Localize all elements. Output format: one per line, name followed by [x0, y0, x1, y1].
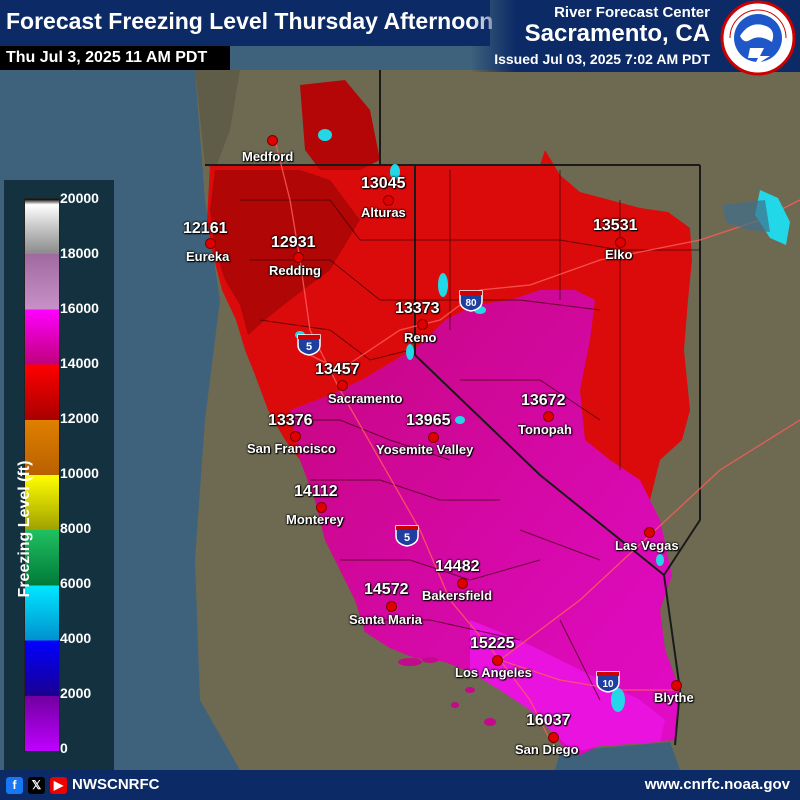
freezing-level-value: 12161 [183, 220, 228, 237]
city-dot [205, 238, 216, 249]
legend-tick: 2000 [60, 685, 92, 701]
legend-tick: 12000 [60, 410, 99, 426]
freezing-level-value: 13457 [315, 361, 360, 378]
legend-title: Freezing Level (ft) [16, 460, 33, 598]
city-name: Los Angeles [455, 665, 532, 680]
shield-number: 5 [306, 341, 312, 353]
channel-islands [398, 657, 496, 726]
city-name: San Diego [515, 742, 579, 757]
social-handle[interactable]: NWSCNRFC [72, 776, 160, 793]
city-dot [457, 578, 468, 589]
city-name: Tonopah [518, 422, 572, 437]
x-icon[interactable]: 𝕏 [28, 777, 45, 794]
freezing-level-value: 14112 [294, 483, 338, 500]
title-bar: Forecast Freezing Level Thursday Afterno… [0, 0, 494, 46]
footer: f 𝕏 ▶ NWSCNRFC www.cnrfc.noaa.gov [0, 770, 800, 800]
city-name: Santa Maria [349, 612, 422, 627]
freezing-level-value: 15225 [470, 635, 515, 652]
legend-tick: 10000 [60, 465, 99, 481]
dark-red-zone [210, 170, 360, 335]
city-name: Yosemite Valley [376, 442, 474, 457]
office-location: Sacramento, CA [524, 20, 710, 47]
state-borders [205, 70, 701, 746]
legend-tick: 0 [60, 740, 68, 756]
city-name: Sacramento [328, 391, 403, 406]
youtube-icon[interactable]: ▶ [50, 777, 67, 794]
freezing-level-value: 13376 [268, 412, 313, 429]
interstate-80-shield-icon: 80 [459, 290, 483, 312]
city-name: Redding [269, 263, 321, 278]
freezing-level-value: 13672 [521, 392, 566, 409]
shield-number: 80 [465, 298, 477, 309]
county-lines [240, 170, 700, 701]
city-dot [492, 655, 503, 666]
legend-tick: 4000 [60, 630, 92, 646]
legend-tick: 18000 [60, 245, 99, 261]
issued-time: Issued Jul 03, 2025 7:02 AM PDT [494, 51, 710, 67]
interstate-5-shield-icon: 5 [395, 525, 419, 547]
city-dot [428, 432, 439, 443]
freezing-level-value: 16037 [526, 712, 571, 729]
roads [274, 139, 800, 741]
valid-time-bar: Thu Jul 3, 2025 11 AM PDT [0, 46, 230, 70]
city-name: Elko [605, 247, 633, 262]
header: Forecast Freezing Level Thursday Afterno… [0, 0, 800, 76]
city-name: Bakersfield [422, 588, 493, 603]
city-dot [383, 195, 394, 206]
legend-tick: 20000 [60, 190, 99, 206]
city-dot [293, 252, 304, 263]
city-dot [644, 527, 655, 538]
legend-tick: 8000 [60, 520, 92, 536]
coast-terrain [195, 70, 240, 170]
city-name: Medford [242, 149, 294, 164]
city-name: Las Vegas [615, 538, 679, 553]
city-name: Monterey [286, 512, 344, 527]
freezing-level-value: 14482 [435, 558, 480, 575]
legend: 20000 18000 16000 14000 12000 10000 8000… [4, 180, 114, 770]
shield-number: 5 [404, 532, 410, 544]
city-dot [337, 380, 348, 391]
office-name: River Forecast Center [554, 4, 710, 21]
city-name: Blythe [654, 690, 694, 705]
freezing-level-value: 13531 [593, 217, 638, 234]
shield-number: 10 [602, 679, 614, 690]
city-dot [615, 237, 626, 248]
legend-tick: 16000 [60, 300, 99, 316]
interstate-5-shield-icon: 5 [297, 334, 321, 356]
dark-red-north [300, 80, 380, 170]
facebook-icon[interactable]: f [6, 777, 23, 794]
city-dot [543, 411, 554, 422]
city-name: San Francisco [247, 441, 336, 456]
map-title: Forecast Freezing Level Thursday Afterno… [6, 8, 494, 34]
city-name: Alturas [361, 205, 406, 220]
freezing-level-value: 12931 [271, 234, 316, 251]
salt-flats [722, 200, 770, 232]
city-dot [290, 431, 301, 442]
city-dot [316, 502, 327, 513]
city-dot [417, 319, 428, 330]
interstate-10-shield-icon: 10 [596, 671, 620, 693]
city-dot [267, 135, 278, 146]
freezing-level-value: 13373 [395, 300, 440, 317]
freezing-level-value: 13045 [361, 175, 406, 192]
city-name: Eureka [186, 249, 230, 264]
legend-tick: 6000 [60, 575, 92, 591]
city-dot [671, 680, 682, 691]
bright-magenta-zone [470, 620, 665, 752]
city-name: Reno [404, 330, 437, 345]
color-scale [24, 198, 60, 752]
freezing-level-value: 13965 [406, 412, 451, 429]
city-dot [386, 601, 397, 612]
legend-tick: 14000 [60, 355, 99, 371]
valid-time: Thu Jul 3, 2025 11 AM PDT [6, 49, 208, 66]
website-link[interactable]: www.cnrfc.noaa.gov [644, 776, 790, 793]
magenta-zone [290, 290, 680, 755]
city-dot [548, 732, 559, 743]
nws-logo-icon[interactable] [720, 0, 796, 76]
freezing-level-value: 14572 [364, 581, 409, 598]
